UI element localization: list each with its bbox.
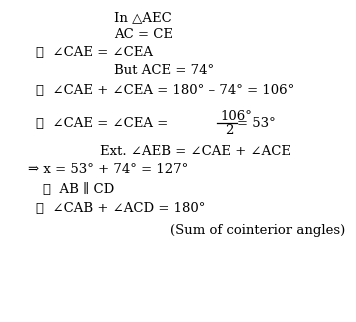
Text: ⇒ x = 53° + 74° = 127°: ⇒ x = 53° + 74° = 127° [28, 163, 189, 176]
Text: ∴  ∠CAE = ∠CEA =: ∴ ∠CAE = ∠CEA = [36, 117, 168, 130]
Text: 106°: 106° [220, 110, 252, 123]
Text: (Sum of cointerior angles): (Sum of cointerior angles) [170, 224, 345, 237]
Text: ∴  ∠CAB + ∠ACD = 180°: ∴ ∠CAB + ∠ACD = 180° [36, 202, 205, 215]
Text: ∴  ∠CAE + ∠CEA = 180° – 74° = 106°: ∴ ∠CAE + ∠CEA = 180° – 74° = 106° [36, 84, 294, 97]
Text: = 53°: = 53° [237, 117, 276, 130]
Text: ∴  ∠CAE = ∠CEA: ∴ ∠CAE = ∠CEA [36, 46, 153, 59]
Text: AC = CE: AC = CE [114, 28, 173, 41]
Text: 2: 2 [225, 124, 233, 137]
Text: ∴  AB ∥ CD: ∴ AB ∥ CD [43, 183, 114, 196]
Text: Ext. ∠AEB = ∠CAE + ∠ACE: Ext. ∠AEB = ∠CAE + ∠ACE [100, 145, 291, 158]
Text: But ACE = 74°: But ACE = 74° [114, 64, 214, 77]
Text: In △AEC: In △AEC [114, 11, 172, 24]
